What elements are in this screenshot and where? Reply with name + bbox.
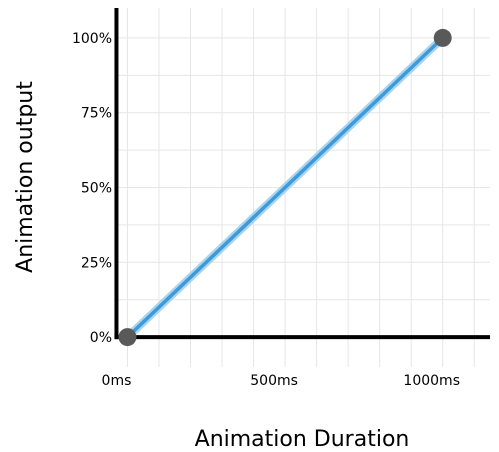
data-point [118, 328, 137, 347]
y-tick-label: 25% [81, 255, 112, 271]
y-tick-label: 50% [81, 181, 112, 197]
y-tick-label: 75% [81, 106, 112, 122]
x-tick-label: 0ms [102, 373, 132, 389]
series-line [125, 36, 445, 339]
data-point [433, 28, 452, 47]
x-tick-labels: 0ms 500ms 1000ms [102, 373, 460, 389]
y-tick-labels: 0% 25% 50% 75% 100% [72, 31, 112, 346]
y-tick-label: 100% [72, 31, 112, 47]
data-points [118, 28, 452, 347]
series-group [123, 33, 447, 342]
gridlines [118, 8, 490, 367]
x-tick-label: 500ms [250, 373, 298, 389]
x-tick-label: 1000ms [403, 373, 460, 389]
y-tick-label: 0% [90, 330, 112, 346]
x-axis-title: Animation Duration [195, 427, 410, 452]
y-axis-title: Animation output [13, 81, 38, 273]
